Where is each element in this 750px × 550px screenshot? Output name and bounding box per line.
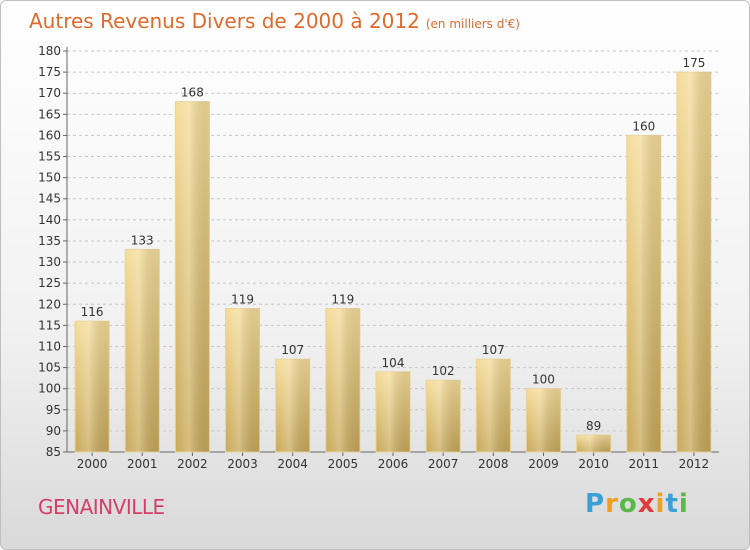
bar-value-label: 89 bbox=[586, 419, 601, 433]
x-tick-label: 2002 bbox=[177, 457, 208, 471]
bar-shade bbox=[526, 388, 561, 452]
y-tick-label: 180 bbox=[38, 44, 61, 58]
bar-value-label: 104 bbox=[382, 356, 405, 370]
x-tick-label: 2007 bbox=[428, 457, 459, 471]
bar-value-label: 102 bbox=[432, 364, 455, 378]
x-tick-label: 2004 bbox=[277, 457, 308, 471]
y-tick-label: 150 bbox=[38, 171, 61, 185]
y-tick-label: 110 bbox=[38, 339, 61, 353]
bar-shade bbox=[626, 135, 661, 452]
bar-shade bbox=[325, 308, 360, 452]
y-tick-label: 120 bbox=[38, 297, 61, 311]
bar-shade bbox=[125, 249, 160, 452]
y-tick-label: 95 bbox=[46, 403, 61, 417]
y-tick-label: 90 bbox=[46, 424, 61, 438]
bar-shade bbox=[576, 435, 611, 452]
logo-letter: i bbox=[678, 489, 689, 519]
bar-shade bbox=[426, 380, 461, 452]
labels: 85 90 95 100 105 110 115 120 125 130 135 140 145 150 1… bbox=[38, 44, 709, 471]
y-tick-label: 155 bbox=[38, 150, 61, 164]
x-tick-label: 2005 bbox=[328, 457, 359, 471]
logo-letter: x bbox=[637, 489, 656, 519]
bar-shade bbox=[175, 101, 210, 452]
logo-letter: P bbox=[585, 489, 606, 519]
y-tick-label: 175 bbox=[38, 65, 61, 79]
bar-shade bbox=[75, 321, 110, 452]
y-tick-label: 145 bbox=[38, 192, 61, 206]
chart-title-unit: (en milliers d'€) bbox=[425, 17, 520, 31]
logo-letter: t bbox=[665, 489, 679, 519]
proxiti-logo: Proxiti bbox=[585, 489, 689, 519]
x-tick-label: 2011 bbox=[628, 457, 659, 471]
logo-letter: i bbox=[655, 489, 666, 519]
bar-value-label: 107 bbox=[482, 343, 505, 357]
y-tick-label: 170 bbox=[38, 86, 61, 100]
y-tick-label: 125 bbox=[38, 276, 61, 290]
x-tick-label: 2000 bbox=[77, 457, 108, 471]
y-tick-label: 135 bbox=[38, 234, 61, 248]
bar-shade bbox=[676, 72, 711, 453]
y-tick-label: 160 bbox=[38, 128, 61, 142]
x-tick-label: 2001 bbox=[127, 457, 158, 471]
x-tick-label: 2010 bbox=[578, 457, 609, 471]
bar-value-label: 100 bbox=[532, 373, 555, 387]
bar-value-label: 119 bbox=[231, 292, 254, 306]
x-tick-label: 2012 bbox=[679, 457, 710, 471]
logo-letter: r bbox=[605, 489, 619, 519]
bar-value-label: 168 bbox=[181, 86, 204, 100]
chart-title: Autres Revenus Divers de 2000 à 2012 (en … bbox=[29, 9, 520, 33]
x-tick-label: 2003 bbox=[227, 457, 258, 471]
bar-shade bbox=[476, 359, 511, 452]
commune-name: GENAINVILLE bbox=[38, 495, 165, 519]
bar-shade bbox=[275, 359, 310, 452]
bar-shade bbox=[225, 308, 260, 452]
bar-value-label: 133 bbox=[131, 233, 154, 247]
y-tick-label: 105 bbox=[38, 361, 61, 375]
bar-value-label: 175 bbox=[682, 56, 705, 70]
bar-value-label: 160 bbox=[632, 119, 655, 133]
y-tick-label: 140 bbox=[38, 213, 61, 227]
y-tick-label: 130 bbox=[38, 255, 61, 269]
y-tick-label: 100 bbox=[38, 382, 61, 396]
bar-value-label: 119 bbox=[331, 292, 354, 306]
y-tick-label: 85 bbox=[46, 445, 61, 459]
x-tick-label: 2009 bbox=[528, 457, 559, 471]
x-tick-label: 2008 bbox=[478, 457, 509, 471]
bar-value-label: 107 bbox=[281, 343, 304, 357]
y-tick-label: 165 bbox=[38, 107, 61, 121]
y-tick-label: 115 bbox=[38, 318, 61, 332]
chart-title-main: Autres Revenus Divers de 2000 à 2012 bbox=[29, 9, 420, 33]
logo-letter: o bbox=[618, 489, 638, 519]
bar-shade bbox=[376, 371, 410, 452]
bar-value-label: 116 bbox=[81, 305, 104, 319]
bars bbox=[74, 71, 712, 453]
x-tick-label: 2006 bbox=[378, 457, 409, 471]
